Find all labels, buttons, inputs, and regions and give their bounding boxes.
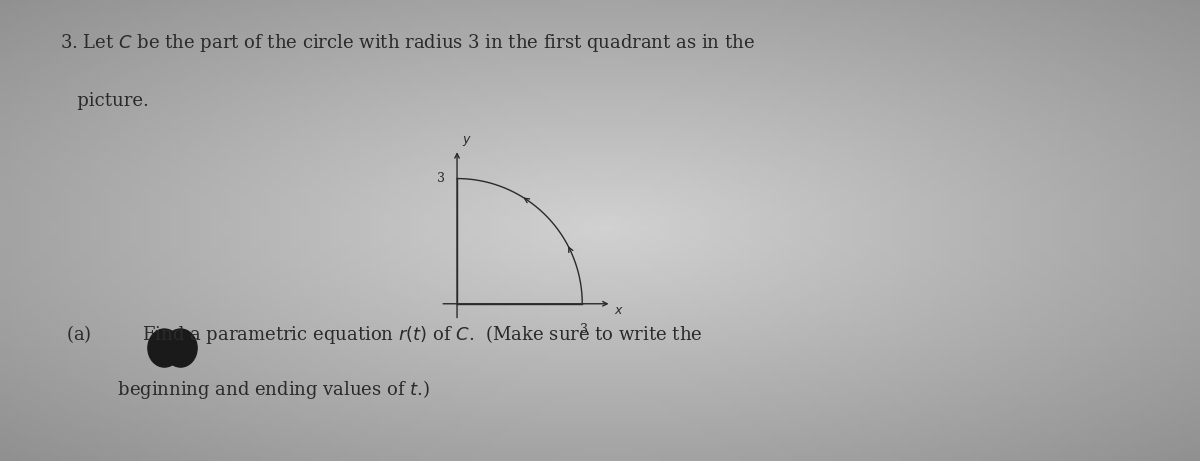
Text: beginning and ending values of $t$.): beginning and ending values of $t$.): [66, 378, 430, 401]
Text: $x$: $x$: [613, 303, 623, 317]
Text: 3. Let $C$ be the part of the circle with radius 3 in the first quadrant as in t: 3. Let $C$ be the part of the circle wit…: [60, 32, 755, 54]
Text: $y$: $y$: [462, 135, 472, 148]
Text: 3: 3: [581, 323, 588, 336]
Text: (a)         Find a parametric equation $r(t)$ of $C$.  (Make sure to write the: (a) Find a parametric equation $r(t)$ of…: [66, 323, 702, 346]
Ellipse shape: [164, 329, 197, 367]
Text: 3: 3: [437, 172, 445, 185]
Ellipse shape: [148, 329, 181, 367]
Text: picture.: picture.: [60, 92, 149, 110]
